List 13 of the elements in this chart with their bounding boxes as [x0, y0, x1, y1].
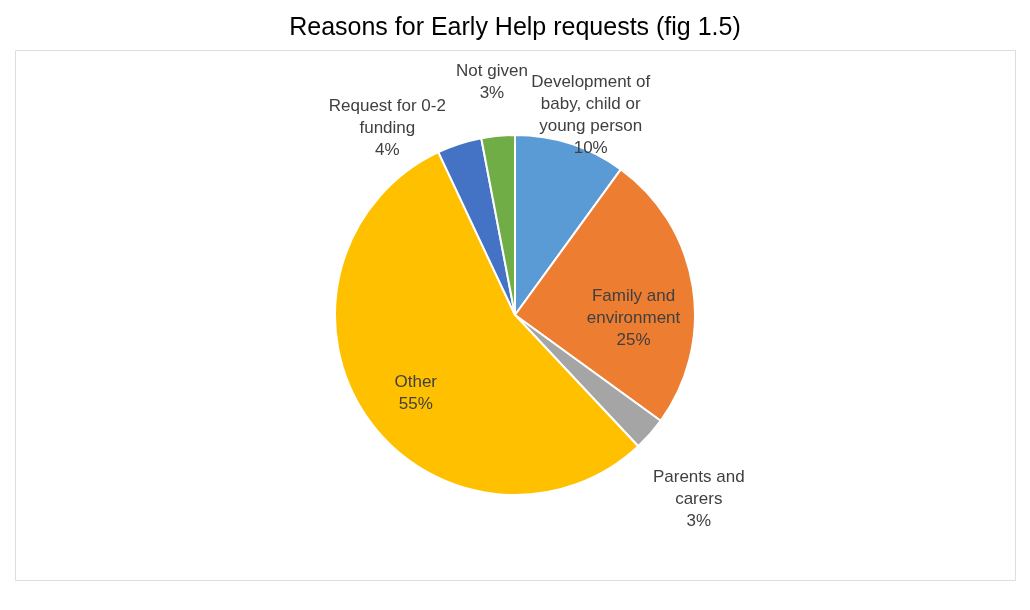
data-label: 4% — [375, 139, 400, 159]
data-label: 25% — [616, 330, 651, 350]
slice-label: Other — [394, 372, 438, 392]
slice-label: Parents and carers — [652, 467, 745, 509]
slice-label: Request for 0-2 funding — [328, 95, 446, 137]
slice-label: Family and environment — [586, 286, 681, 328]
slice-label: Development of baby, child or young person — [531, 71, 651, 135]
data-label: 55% — [398, 394, 433, 414]
data-label: 10% — [573, 137, 608, 157]
slice-label: Not given — [456, 61, 528, 81]
data-label: 3% — [686, 511, 712, 531]
data-label: 3% — [479, 83, 505, 103]
chart-title: Reasons for Early Help requests (fig 1.5) — [289, 12, 741, 40]
